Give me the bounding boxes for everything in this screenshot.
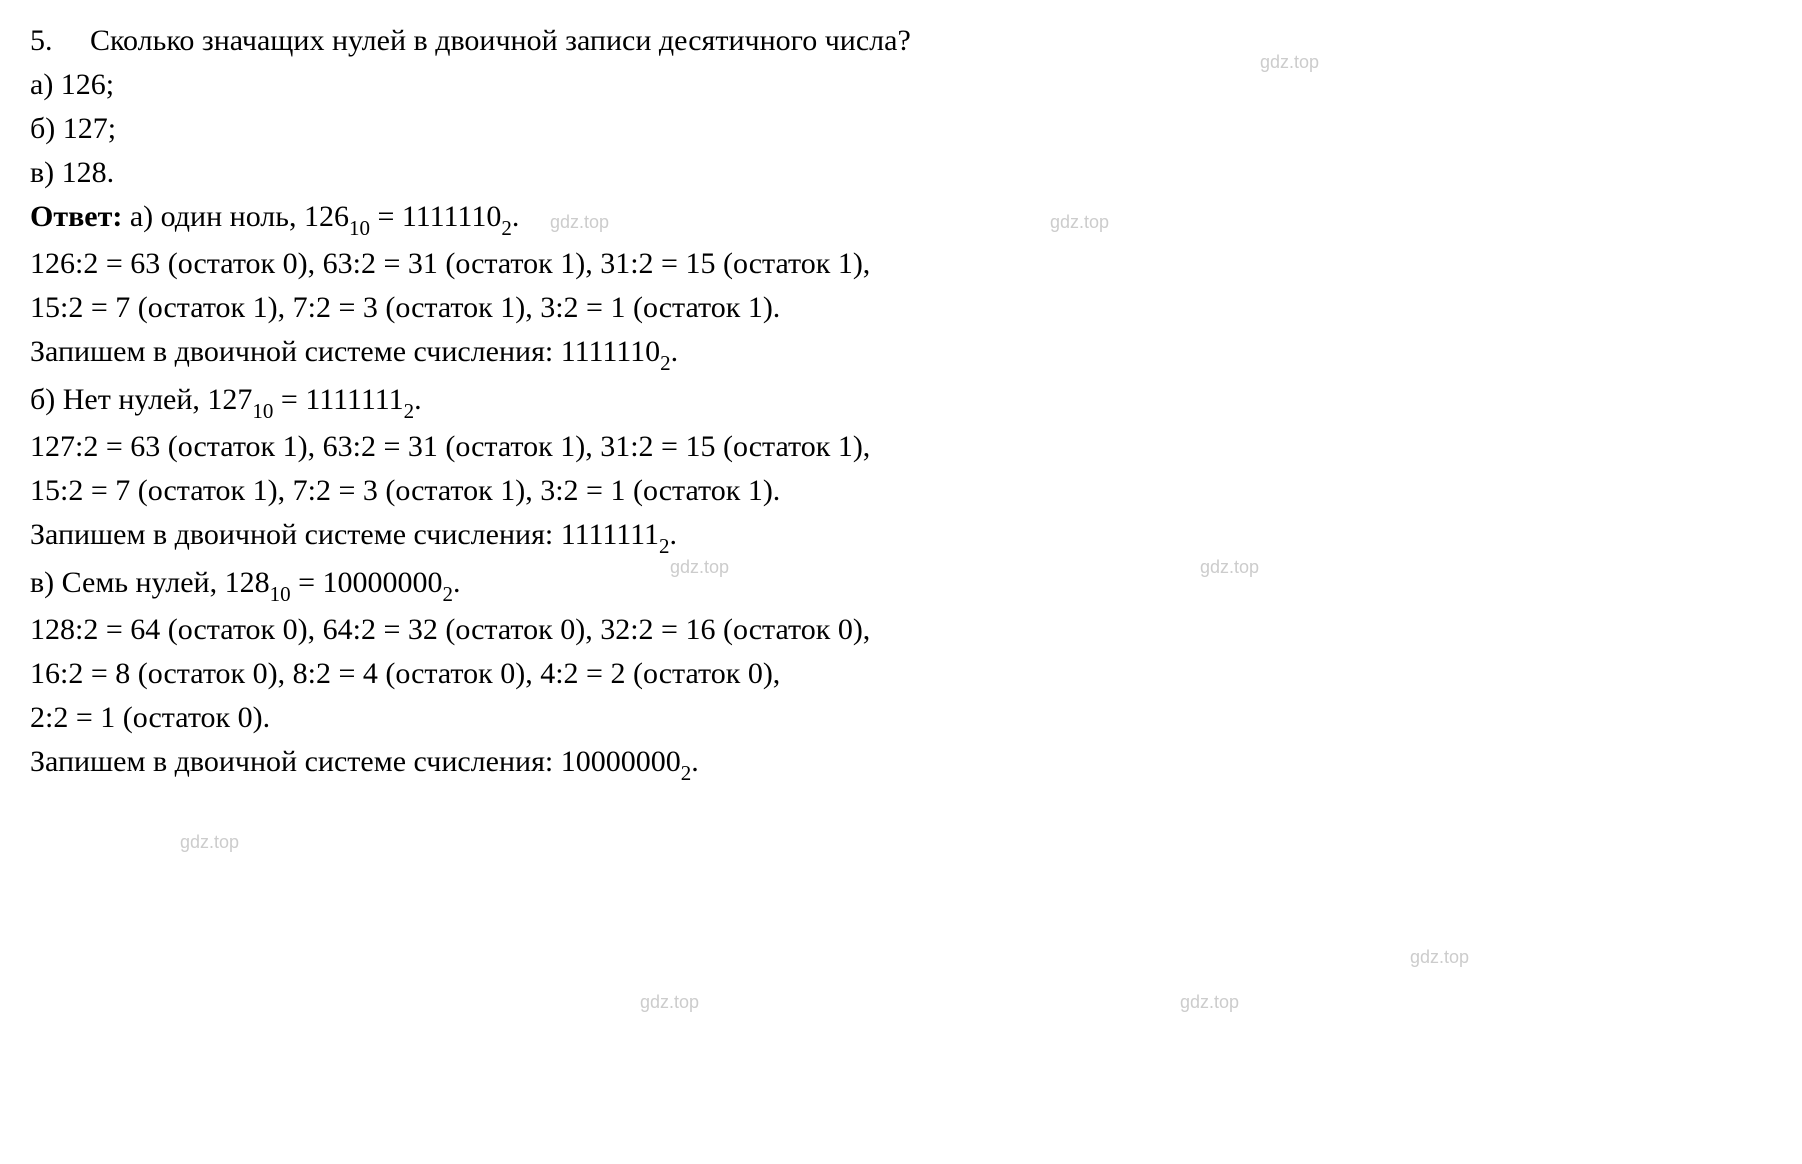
watermark: gdz.top [1410, 945, 1469, 970]
answer-label: Ответ: [30, 200, 122, 233]
option-c: в) 128. [30, 152, 1772, 194]
answer-b-result: Запишем в двоичной системе счисления: 11… [30, 514, 1772, 559]
answer-b-calc2: 15:2 = 7 (остаток 1), 7:2 = 3 (остаток 1… [30, 470, 1772, 512]
watermark: gdz.top [180, 830, 239, 855]
answer-b-calc1: 127:2 = 63 (остаток 1), 63:2 = 31 (остат… [30, 426, 1772, 468]
problem-question: Сколько значащих нулей в двоичной записи… [90, 24, 911, 57]
subscript: 2 [501, 216, 512, 240]
answer-b-suffix: . [414, 383, 422, 416]
answer-a-result-suffix: . [671, 335, 679, 368]
answer-a-prefix: а) один ноль, 126 [122, 200, 349, 233]
subscript: 10 [349, 216, 370, 240]
answer-c-suffix: . [453, 566, 461, 599]
subscript: 10 [252, 399, 273, 423]
answer-c-prefix: в) Семь нулей, 128 [30, 566, 270, 599]
problem-number: 5. [30, 24, 53, 57]
answer-a-result: Запишем в двоичной системе счисления: 11… [30, 331, 1772, 376]
option-b: б) 127; [30, 108, 1772, 150]
problem-line: 5. Сколько значащих нулей в двоичной зап… [30, 20, 1772, 62]
answer-c-calc2: 16:2 = 8 (остаток 0), 8:2 = 4 (остаток 0… [30, 653, 1772, 695]
subscript: 2 [659, 534, 670, 558]
answer-c-mid: = 10000000 [291, 566, 443, 599]
answer-a-intro: Ответ: а) один ноль, 12610 = 11111102. [30, 196, 1772, 241]
answer-a-suffix: . [512, 200, 520, 233]
answer-b-intro: б) Нет нулей, 12710 = 11111112. [30, 379, 1772, 424]
answer-a-calc1: 126:2 = 63 (остаток 0), 63:2 = 31 (остат… [30, 243, 1772, 285]
subscript: 2 [660, 351, 671, 375]
answer-c-result: Запишем в двоичной системе счисления: 10… [30, 741, 1772, 786]
answer-b-result-prefix: Запишем в двоичной системе счисления: 11… [30, 518, 659, 551]
answer-b-mid: = 1111111 [273, 383, 403, 416]
answer-a-result-prefix: Запишем в двоичной системе счисления: 11… [30, 335, 660, 368]
answer-c-calc1: 128:2 = 64 (остаток 0), 64:2 = 32 (остат… [30, 609, 1772, 651]
answer-a-mid: = 1111110 [370, 200, 501, 233]
subscript: 2 [681, 761, 692, 785]
answer-c-calc3: 2:2 = 1 (остаток 0). [30, 697, 1772, 739]
answer-a-calc2: 15:2 = 7 (остаток 1), 7:2 = 3 (остаток 1… [30, 287, 1772, 329]
subscript: 2 [443, 582, 454, 606]
watermark: gdz.top [1180, 990, 1239, 1015]
answer-c-intro: в) Семь нулей, 12810 = 100000002. [30, 562, 1772, 607]
subscript: 10 [270, 582, 291, 606]
answer-c-result-suffix: . [691, 745, 699, 778]
subscript: 2 [404, 399, 415, 423]
answer-c-result-prefix: Запишем в двоичной системе счисления: 10… [30, 745, 681, 778]
option-a: а) 126; [30, 64, 1772, 106]
answer-b-prefix: б) Нет нулей, 127 [30, 383, 252, 416]
watermark: gdz.top [640, 990, 699, 1015]
answer-b-result-suffix: . [670, 518, 678, 551]
